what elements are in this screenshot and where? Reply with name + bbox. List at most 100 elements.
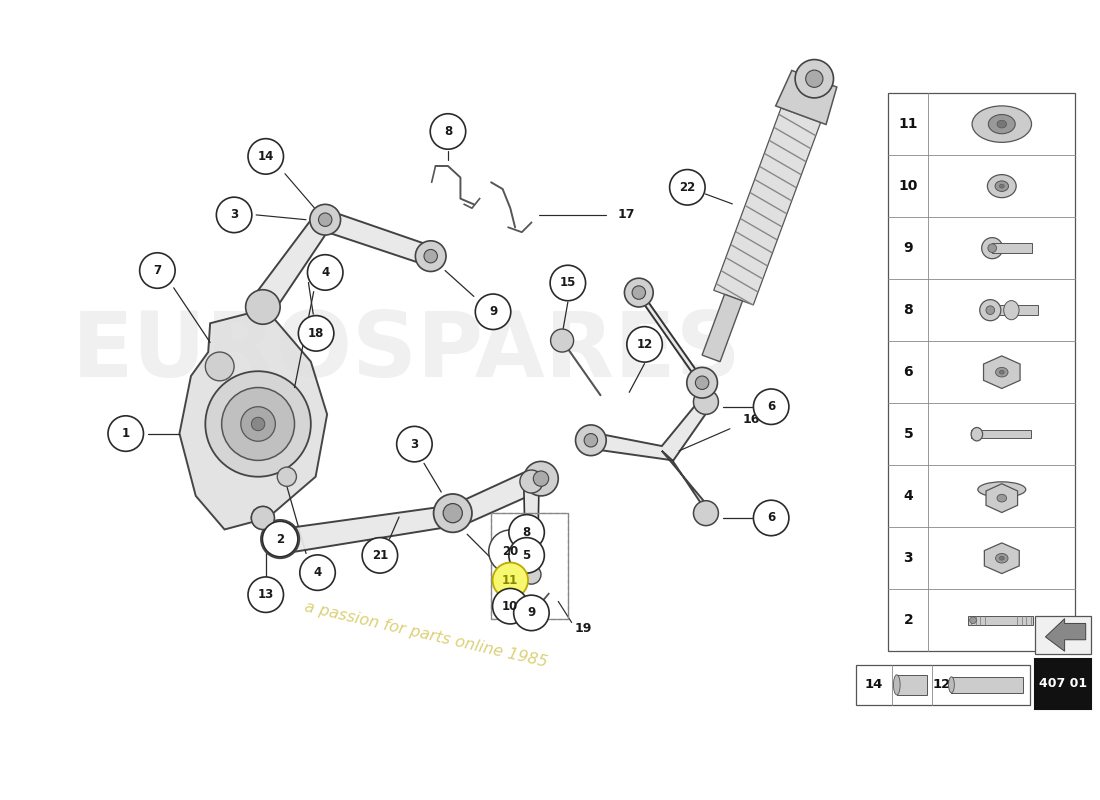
Text: 4: 4 xyxy=(321,266,329,279)
Circle shape xyxy=(695,376,708,390)
Circle shape xyxy=(248,577,284,613)
Text: 12: 12 xyxy=(933,678,952,691)
Text: 8: 8 xyxy=(522,526,530,539)
Circle shape xyxy=(805,70,823,87)
Ellipse shape xyxy=(996,181,1009,191)
Circle shape xyxy=(686,367,717,398)
Ellipse shape xyxy=(996,367,1008,377)
Circle shape xyxy=(550,266,585,301)
Circle shape xyxy=(263,522,298,557)
Polygon shape xyxy=(179,309,327,530)
Circle shape xyxy=(206,371,311,477)
Circle shape xyxy=(551,329,573,352)
Circle shape xyxy=(584,434,597,447)
Ellipse shape xyxy=(988,174,1016,198)
Polygon shape xyxy=(984,543,1020,574)
Bar xyxy=(896,674,927,695)
Text: 10: 10 xyxy=(503,600,518,613)
Circle shape xyxy=(298,316,333,351)
Ellipse shape xyxy=(986,306,994,314)
Text: 4: 4 xyxy=(903,490,913,503)
Polygon shape xyxy=(583,392,711,461)
Circle shape xyxy=(509,538,544,573)
Polygon shape xyxy=(252,207,444,311)
Circle shape xyxy=(520,470,543,493)
Polygon shape xyxy=(714,108,821,305)
Text: 14: 14 xyxy=(865,678,883,691)
Ellipse shape xyxy=(893,674,900,695)
Ellipse shape xyxy=(1000,370,1004,374)
Polygon shape xyxy=(983,356,1020,389)
Ellipse shape xyxy=(988,244,997,253)
Circle shape xyxy=(625,278,653,307)
Ellipse shape xyxy=(996,554,1008,563)
Polygon shape xyxy=(524,482,539,580)
Circle shape xyxy=(310,204,341,235)
Circle shape xyxy=(140,253,175,288)
Circle shape xyxy=(754,389,789,425)
Bar xyxy=(990,306,1038,315)
Circle shape xyxy=(248,138,284,174)
Text: 7: 7 xyxy=(153,264,162,277)
Circle shape xyxy=(534,471,549,486)
Bar xyxy=(856,665,1030,705)
Circle shape xyxy=(261,520,299,558)
Circle shape xyxy=(221,387,295,461)
Polygon shape xyxy=(662,451,711,518)
Circle shape xyxy=(300,555,336,590)
Circle shape xyxy=(277,467,296,486)
Text: 6: 6 xyxy=(767,511,775,525)
Polygon shape xyxy=(629,283,712,392)
Circle shape xyxy=(627,326,662,362)
Ellipse shape xyxy=(989,114,1015,134)
Ellipse shape xyxy=(948,677,955,693)
Text: 5: 5 xyxy=(903,427,913,442)
Circle shape xyxy=(217,197,252,233)
Circle shape xyxy=(252,506,274,530)
Text: 17: 17 xyxy=(618,209,635,222)
Ellipse shape xyxy=(997,494,1006,502)
Circle shape xyxy=(795,59,834,98)
Ellipse shape xyxy=(978,482,1026,497)
Text: 3: 3 xyxy=(903,551,913,566)
Ellipse shape xyxy=(997,120,1006,128)
Ellipse shape xyxy=(980,300,1001,321)
Circle shape xyxy=(493,562,528,598)
Circle shape xyxy=(252,418,265,430)
Ellipse shape xyxy=(1000,184,1004,188)
Circle shape xyxy=(108,416,143,451)
Circle shape xyxy=(397,426,432,462)
Circle shape xyxy=(245,290,280,324)
Circle shape xyxy=(754,500,789,536)
Text: 1: 1 xyxy=(122,427,130,440)
Circle shape xyxy=(693,501,718,526)
Text: 3: 3 xyxy=(230,209,239,222)
Ellipse shape xyxy=(1000,556,1004,560)
Text: 6: 6 xyxy=(903,365,913,379)
Circle shape xyxy=(241,406,275,442)
Circle shape xyxy=(252,506,274,530)
Bar xyxy=(888,93,1075,651)
Text: 11: 11 xyxy=(503,574,518,586)
Text: 18: 18 xyxy=(308,327,324,340)
Circle shape xyxy=(475,294,510,330)
Text: 2: 2 xyxy=(903,614,913,627)
Text: 9: 9 xyxy=(527,606,536,619)
Circle shape xyxy=(430,114,465,150)
Circle shape xyxy=(632,286,646,299)
Text: EUROSPARES: EUROSPARES xyxy=(72,308,741,396)
Text: 9: 9 xyxy=(488,306,497,318)
Circle shape xyxy=(319,213,332,226)
Polygon shape xyxy=(986,484,1018,513)
Circle shape xyxy=(433,494,472,532)
Polygon shape xyxy=(776,70,837,125)
Circle shape xyxy=(514,595,549,630)
Ellipse shape xyxy=(972,106,1032,142)
Text: 8: 8 xyxy=(443,125,452,138)
Circle shape xyxy=(308,254,343,290)
Text: 20: 20 xyxy=(503,545,518,558)
Polygon shape xyxy=(702,294,743,362)
Text: 10: 10 xyxy=(899,179,918,193)
Text: 6: 6 xyxy=(767,400,775,414)
Text: 11: 11 xyxy=(899,117,918,131)
